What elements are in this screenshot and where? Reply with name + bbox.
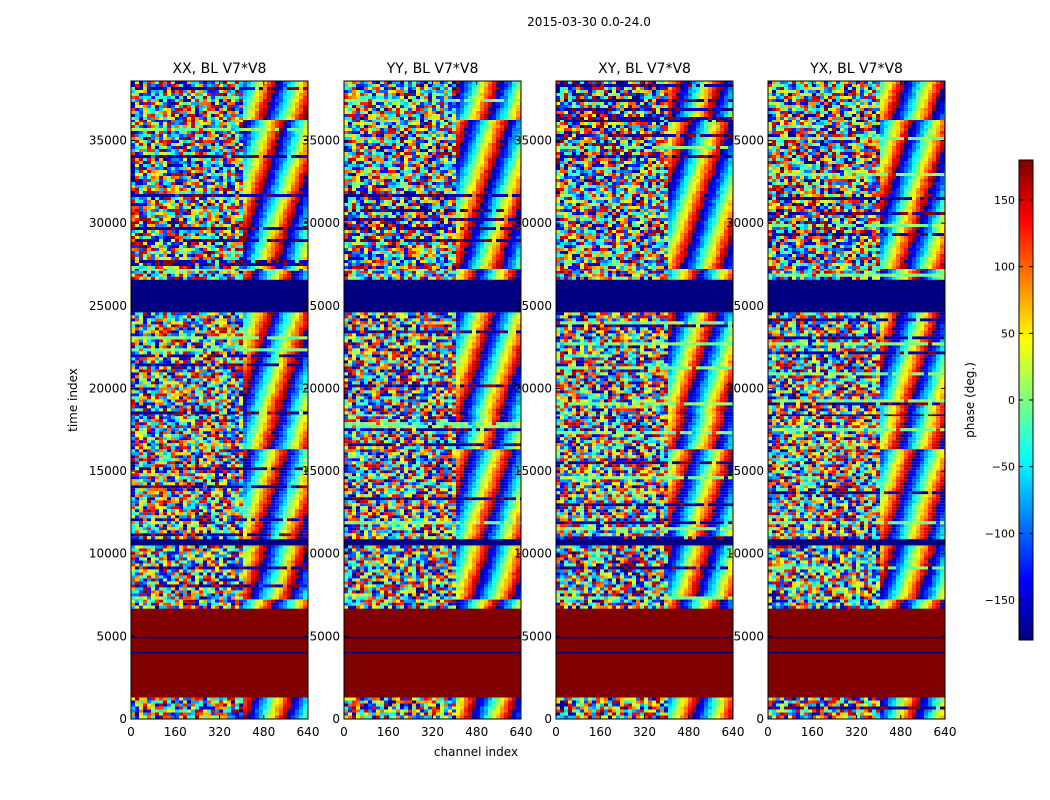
colorbar-tick-label: 150 bbox=[994, 194, 1015, 207]
x-tick-label: 160 bbox=[801, 725, 824, 739]
heatmap-panel: XX, BL V7*V8 0 160 320 480 640 0 5000 10000 15000… bbox=[89, 61, 320, 739]
x-tick-label: 480 bbox=[252, 725, 275, 739]
x-tick-label: 0 bbox=[552, 725, 560, 739]
heatmap-panels: XX, BL V7*V8 0 160 320 480 640 0 5000 10000 15000… bbox=[89, 61, 957, 739]
colorbar-tick-label: 0 bbox=[1008, 394, 1015, 407]
y-tick-label: 20000 bbox=[726, 381, 764, 395]
y-axis-label: time index bbox=[66, 368, 80, 432]
colorbar-tick-label: −150 bbox=[985, 594, 1015, 607]
x-tick-label: 320 bbox=[633, 725, 656, 739]
x-axis-label: channel index bbox=[434, 745, 518, 759]
y-tick-label: 10000 bbox=[514, 547, 552, 561]
separator-line bbox=[556, 637, 733, 639]
separator-line bbox=[556, 651, 733, 654]
phase-band bbox=[768, 279, 945, 313]
colorbar-tick-label: 100 bbox=[994, 261, 1015, 274]
x-tick-label: 160 bbox=[589, 725, 612, 739]
y-tick-label: 10000 bbox=[302, 547, 340, 561]
phase-band bbox=[131, 279, 308, 313]
phase-band bbox=[556, 537, 733, 546]
y-tick-label: 10000 bbox=[89, 547, 127, 561]
colorbar: 150 100 50 0 −50 −100 −150 bbox=[985, 159, 1034, 641]
heatmap-cells bbox=[556, 81, 733, 719]
x-tick-label: 640 bbox=[297, 725, 320, 739]
y-tick-label: 30000 bbox=[514, 216, 552, 230]
x-tick-label: 0 bbox=[127, 725, 135, 739]
y-tick-label: 15000 bbox=[726, 464, 764, 478]
colorbar-tick-label: 50 bbox=[1001, 327, 1015, 340]
heatmap-cells bbox=[131, 81, 308, 719]
heatmap-cells bbox=[768, 81, 945, 719]
y-tick-label: 15000 bbox=[302, 464, 340, 478]
panel-title: XY, BL V7*V8 bbox=[598, 61, 691, 77]
colorbar-tick-label: −100 bbox=[985, 527, 1015, 540]
x-tick-label: 480 bbox=[465, 725, 488, 739]
y-tick-label: 20000 bbox=[302, 381, 340, 395]
y-tick-label: 20000 bbox=[514, 381, 552, 395]
y-tick-label: 10000 bbox=[726, 547, 764, 561]
separator-line bbox=[344, 637, 521, 639]
y-tick-label: 35000 bbox=[726, 134, 764, 148]
y-tick-label: 20000 bbox=[89, 381, 127, 395]
x-tick-label: 160 bbox=[164, 725, 187, 739]
y-tick-label: 0 bbox=[544, 712, 552, 726]
y-tick-label: 30000 bbox=[726, 216, 764, 230]
y-tick-label: 30000 bbox=[302, 216, 340, 230]
y-tick-label: 35000 bbox=[89, 134, 127, 148]
panel-title: YX, BL V7*V8 bbox=[809, 61, 903, 77]
y-tick-label: 30000 bbox=[89, 216, 127, 230]
y-tick-label: 25000 bbox=[726, 299, 764, 313]
x-tick-label: 480 bbox=[677, 725, 700, 739]
heatmap-cells bbox=[344, 81, 521, 719]
phase-band bbox=[556, 279, 733, 313]
panel-title: YY, BL V7*V8 bbox=[386, 61, 479, 77]
separator-line bbox=[768, 651, 945, 654]
x-tick-label: 160 bbox=[377, 725, 400, 739]
separator-line bbox=[344, 651, 521, 654]
x-tick-label: 640 bbox=[510, 725, 533, 739]
heatmap-panel: XY, BL V7*V8 0 160 320 480 640 0 5000 10000 15000… bbox=[514, 61, 745, 739]
separator-line bbox=[131, 651, 308, 654]
separator-line bbox=[768, 637, 945, 639]
figure-title: 2015-03-30 0.0-24.0 bbox=[527, 15, 651, 29]
panel-title: XX, BL V7*V8 bbox=[173, 61, 267, 77]
colorbar-tick-label: −50 bbox=[992, 461, 1015, 474]
x-tick-label: 480 bbox=[889, 725, 912, 739]
y-tick-label: 5000 bbox=[309, 629, 340, 643]
y-tick-label: 25000 bbox=[514, 299, 552, 313]
y-tick-label: 5000 bbox=[96, 629, 127, 643]
phase-band bbox=[768, 537, 945, 546]
y-tick-label: 15000 bbox=[514, 464, 552, 478]
x-tick-label: 320 bbox=[208, 725, 231, 739]
y-tick-label: 25000 bbox=[302, 299, 340, 313]
y-tick-label: 0 bbox=[756, 712, 764, 726]
y-tick-label: 0 bbox=[332, 712, 340, 726]
phase-band bbox=[344, 537, 521, 546]
separator-line bbox=[131, 637, 308, 639]
phase-band bbox=[344, 279, 521, 313]
y-tick-label: 25000 bbox=[89, 299, 127, 313]
y-tick-label: 5000 bbox=[733, 629, 764, 643]
x-tick-label: 0 bbox=[764, 725, 772, 739]
heatmap-panel: YY, BL V7*V8 0 160 320 480 640 0 5000 10000 15000… bbox=[302, 61, 533, 739]
heatmap-panel: YX, BL V7*V8 0 160 320 480 640 0 5000 10000 15000… bbox=[726, 61, 957, 739]
y-tick-label: 15000 bbox=[89, 464, 127, 478]
y-tick-label: 5000 bbox=[521, 629, 552, 643]
phase-band bbox=[131, 537, 308, 546]
x-tick-label: 320 bbox=[845, 725, 868, 739]
x-tick-label: 320 bbox=[421, 725, 444, 739]
colorbar-label: phase (deg.) bbox=[963, 362, 977, 438]
x-tick-label: 0 bbox=[340, 725, 348, 739]
y-tick-label: 35000 bbox=[302, 134, 340, 148]
y-tick-label: 0 bbox=[119, 712, 127, 726]
x-tick-label: 640 bbox=[722, 725, 745, 739]
y-tick-label: 35000 bbox=[514, 134, 552, 148]
x-tick-label: 640 bbox=[934, 725, 957, 739]
